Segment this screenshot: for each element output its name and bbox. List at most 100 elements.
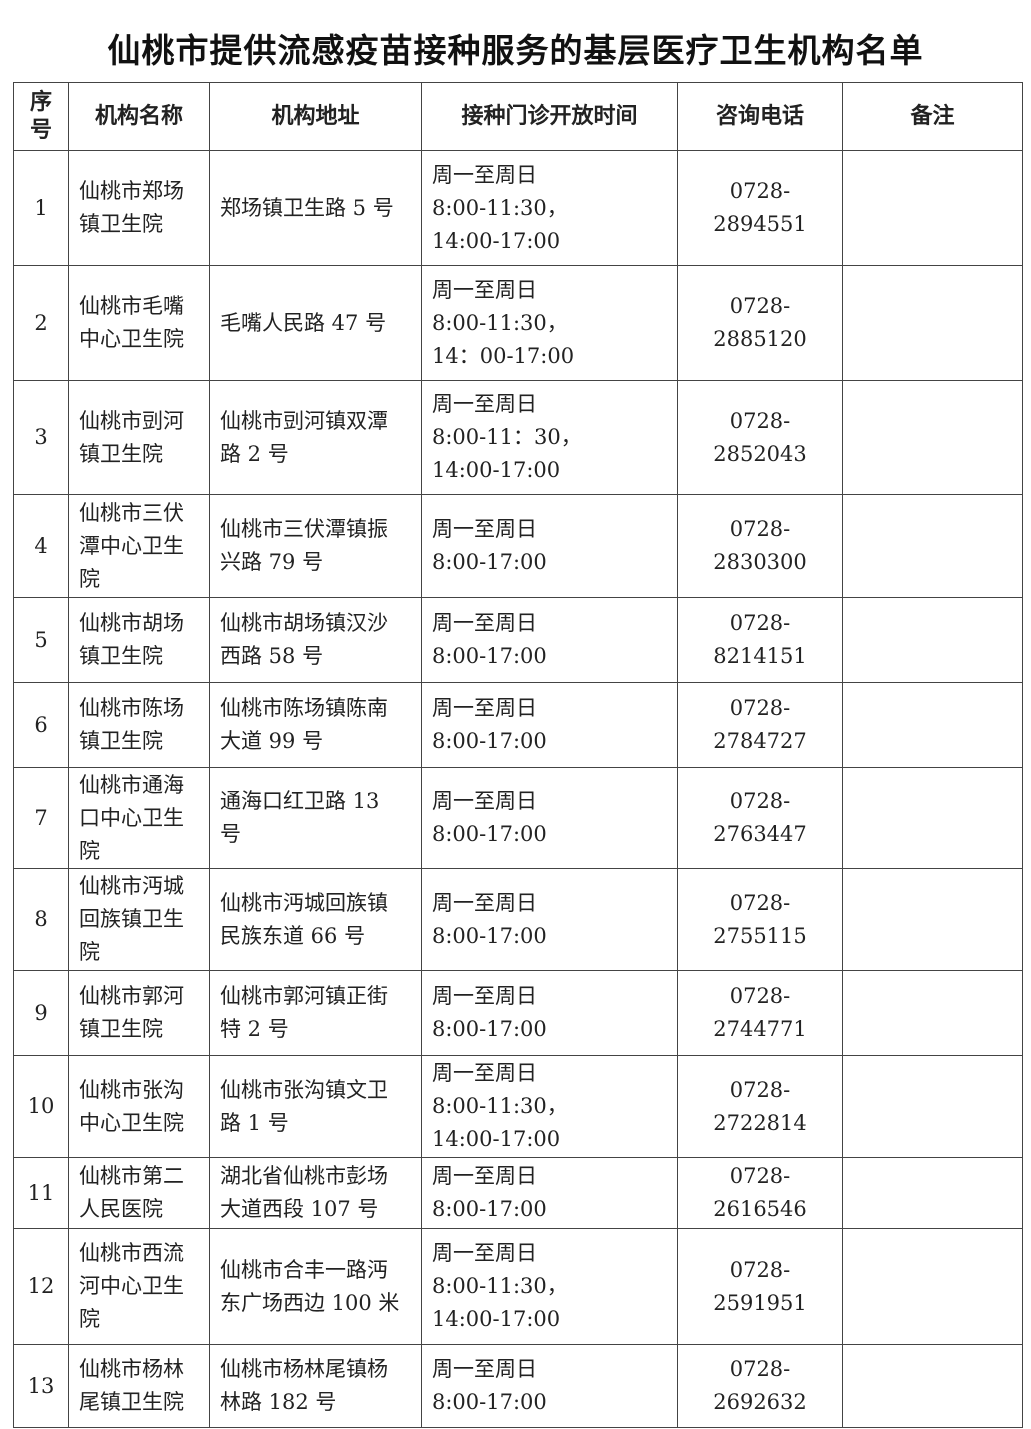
- hours-cell: 周一至周日 8:00-11:30， 14:00-17:00: [421, 1228, 678, 1345]
- note-cell: [842, 767, 1023, 869]
- phone-cell: 0728-2830300: [677, 494, 843, 598]
- table-row: 11 仙桃市第二 人民医院 湖北省仙桃市彭场 大道西段 107 号周一至周日 8:0…: [13, 1157, 1023, 1229]
- header-row: 序 号 机构名称 机构地址 接种门诊开放时间 咨询电话 备注: [13, 82, 1023, 151]
- address-cell: 仙桃市沔城回族镇 民族东道 66 号: [209, 868, 422, 971]
- phone-cell: 0728-2616546: [677, 1157, 843, 1229]
- phone-cell: 0728-2692632: [677, 1344, 843, 1428]
- document-title: 仙桃市提供流感疫苗接种服务的基层医疗卫生机构名单: [107, 31, 924, 70]
- note-cell: [842, 868, 1023, 971]
- address-cell: 毛嘴人民路 47 号: [209, 265, 422, 381]
- address-cell: 仙桃市张沟镇文卫 路 1 号: [209, 1055, 422, 1158]
- address-cell: 仙桃市胡场镇汉沙 西路 58 号: [209, 597, 422, 683]
- address-cell: 仙桃市合丰一路沔 东广场西边 100 米: [209, 1228, 422, 1345]
- table-row: 1 仙桃市郑场 镇卫生院 郑场镇卫生路 5 号周一至周日 8:00-11:30， 1…: [13, 150, 1023, 266]
- phone-cell: 0728-2852043: [677, 380, 843, 495]
- table-row: 3 仙桃市剅河 镇卫生院 仙桃市剅河镇双潭 路 2 号周一至周日 8:00-11：3…: [13, 380, 1023, 495]
- phone-cell: 0728-8214151: [677, 597, 843, 683]
- phone-cell: 0728-2722814: [677, 1055, 843, 1158]
- seq-cell: 3: [13, 380, 69, 495]
- seq-cell: 8: [13, 868, 69, 971]
- note-cell: [842, 150, 1023, 266]
- institution-table: 序 号 机构名称 机构地址 接种门诊开放时间 咨询电话 备注 1 仙桃市郑场 镇卫…: [13, 82, 1023, 1428]
- hours-cell: 周一至周日 8:00-17:00: [421, 1157, 678, 1229]
- hours-cell: 周一至周日 8:00-11:30， 14:00-17:00: [421, 150, 678, 266]
- note-cell: [842, 1157, 1023, 1229]
- seq-cell: 6: [13, 682, 69, 768]
- table-row: 8 仙桃市沔城 回族镇卫生 院仙桃市沔城回族镇 民族东道 66 号周一至周日 8:…: [13, 868, 1023, 971]
- header-seq: 序 号: [13, 82, 69, 151]
- hours-cell: 周一至周日 8:00-17:00: [421, 970, 678, 1056]
- note-cell: [842, 597, 1023, 683]
- name-cell: 仙桃市郑场 镇卫生院: [68, 150, 210, 266]
- header-hours: 接种门诊开放时间: [421, 82, 678, 151]
- hours-cell: 周一至周日 8:00-11:30， 14:00-17:00: [421, 1055, 678, 1158]
- phone-cell: 0728-2755115: [677, 868, 843, 971]
- name-cell: 仙桃市第二 人民医院: [68, 1157, 210, 1229]
- note-cell: [842, 265, 1023, 381]
- name-cell: 仙桃市胡场 镇卫生院: [68, 597, 210, 683]
- seq-cell: 11: [13, 1157, 69, 1229]
- phone-cell: 0728-2591951: [677, 1228, 843, 1345]
- hours-cell: 周一至周日 8:00-11:30， 14：00-17:00: [421, 265, 678, 381]
- name-cell: 仙桃市剅河 镇卫生院: [68, 380, 210, 495]
- table-row: 6 仙桃市陈场 镇卫生院 仙桃市陈场镇陈南 大道 99 号周一至周日 8:00-17…: [13, 682, 1023, 768]
- table-row: 2 仙桃市毛嘴 中心卫生院 毛嘴人民路 47 号周一至周日 8:00-11:30， …: [13, 265, 1023, 381]
- name-cell: 仙桃市陈场 镇卫生院: [68, 682, 210, 768]
- seq-cell: 10: [13, 1055, 69, 1158]
- address-cell: 仙桃市三伏潭镇振 兴路 79 号: [209, 494, 422, 598]
- header-name: 机构名称: [68, 82, 210, 151]
- address-cell: 通海口红卫路 13 号: [209, 767, 422, 869]
- phone-cell: 0728-2885120: [677, 265, 843, 381]
- header-note: 备注: [842, 82, 1023, 151]
- hours-cell: 周一至周日 8:00-17:00: [421, 868, 678, 971]
- table-row: 9 仙桃市郭河 镇卫生院 仙桃市郭河镇正街 特 2 号周一至周日 8:00-17:0…: [13, 970, 1023, 1056]
- address-cell: 仙桃市陈场镇陈南 大道 99 号: [209, 682, 422, 768]
- header-address: 机构地址: [209, 82, 422, 151]
- table-row: 10 仙桃市张沟 中心卫生院 仙桃市张沟镇文卫 路 1 号周一至周日 8:00-11…: [13, 1055, 1023, 1158]
- hours-cell: 周一至周日 8:00-17:00: [421, 494, 678, 598]
- table-row: 13 仙桃市杨林 尾镇卫生院 仙桃市杨林尾镇杨 林路 182 号周一至周日 8:00…: [13, 1344, 1023, 1428]
- address-cell: 仙桃市郭河镇正街 特 2 号: [209, 970, 422, 1056]
- phone-cell: 0728-2763447: [677, 767, 843, 869]
- table-row: 7 仙桃市通海 口中心卫生 院通海口红卫路 13 号周一至周日 8:00-17:0…: [13, 767, 1023, 869]
- phone-cell: 0728-2894551: [677, 150, 843, 266]
- note-cell: [842, 970, 1023, 1056]
- note-cell: [842, 682, 1023, 768]
- note-cell: [842, 1055, 1023, 1158]
- name-cell: 仙桃市毛嘴 中心卫生院: [68, 265, 210, 381]
- name-cell: 仙桃市郭河 镇卫生院: [68, 970, 210, 1056]
- seq-cell: 2: [13, 265, 69, 381]
- seq-cell: 9: [13, 970, 69, 1056]
- seq-cell: 12: [13, 1228, 69, 1345]
- seq-cell: 1: [13, 150, 69, 266]
- note-cell: [842, 1228, 1023, 1345]
- name-cell: 仙桃市西流 河中心卫生 院: [68, 1228, 210, 1345]
- address-cell: 湖北省仙桃市彭场 大道西段 107 号: [209, 1157, 422, 1229]
- note-cell: [842, 380, 1023, 495]
- table-row: 5 仙桃市胡场 镇卫生院 仙桃市胡场镇汉沙 西路 58 号周一至周日 8:00-17…: [13, 597, 1023, 683]
- seq-cell: 5: [13, 597, 69, 683]
- hours-cell: 周一至周日 8:00-11：30， 14:00-17:00: [421, 380, 678, 495]
- note-cell: [842, 1344, 1023, 1428]
- note-cell: [842, 494, 1023, 598]
- header-phone: 咨询电话: [677, 82, 843, 151]
- table-row: 12 仙桃市西流 河中心卫生 院仙桃市合丰一路沔 东广场西边 100 米周一至周日…: [13, 1228, 1023, 1345]
- hours-cell: 周一至周日 8:00-17:00: [421, 1344, 678, 1428]
- name-cell: 仙桃市杨林 尾镇卫生院: [68, 1344, 210, 1428]
- seq-cell: 4: [13, 494, 69, 598]
- name-cell: 仙桃市三伏 潭中心卫生 院: [68, 494, 210, 598]
- address-cell: 仙桃市剅河镇双潭 路 2 号: [209, 380, 422, 495]
- seq-cell: 7: [13, 767, 69, 869]
- hours-cell: 周一至周日 8:00-17:00: [421, 767, 678, 869]
- phone-cell: 0728-2744771: [677, 970, 843, 1056]
- address-cell: 郑场镇卫生路 5 号: [209, 150, 422, 266]
- address-cell: 仙桃市杨林尾镇杨 林路 182 号: [209, 1344, 422, 1428]
- seq-cell: 13: [13, 1344, 69, 1428]
- name-cell: 仙桃市张沟 中心卫生院: [68, 1055, 210, 1158]
- table-row: 4 仙桃市三伏 潭中心卫生 院仙桃市三伏潭镇振 兴路 79 号周一至周日 8:00…: [13, 494, 1023, 598]
- hours-cell: 周一至周日 8:00-17:00: [421, 682, 678, 768]
- name-cell: 仙桃市沔城 回族镇卫生 院: [68, 868, 210, 971]
- hours-cell: 周一至周日 8:00-17:00: [421, 597, 678, 683]
- phone-cell: 0728-2784727: [677, 682, 843, 768]
- name-cell: 仙桃市通海 口中心卫生 院: [68, 767, 210, 869]
